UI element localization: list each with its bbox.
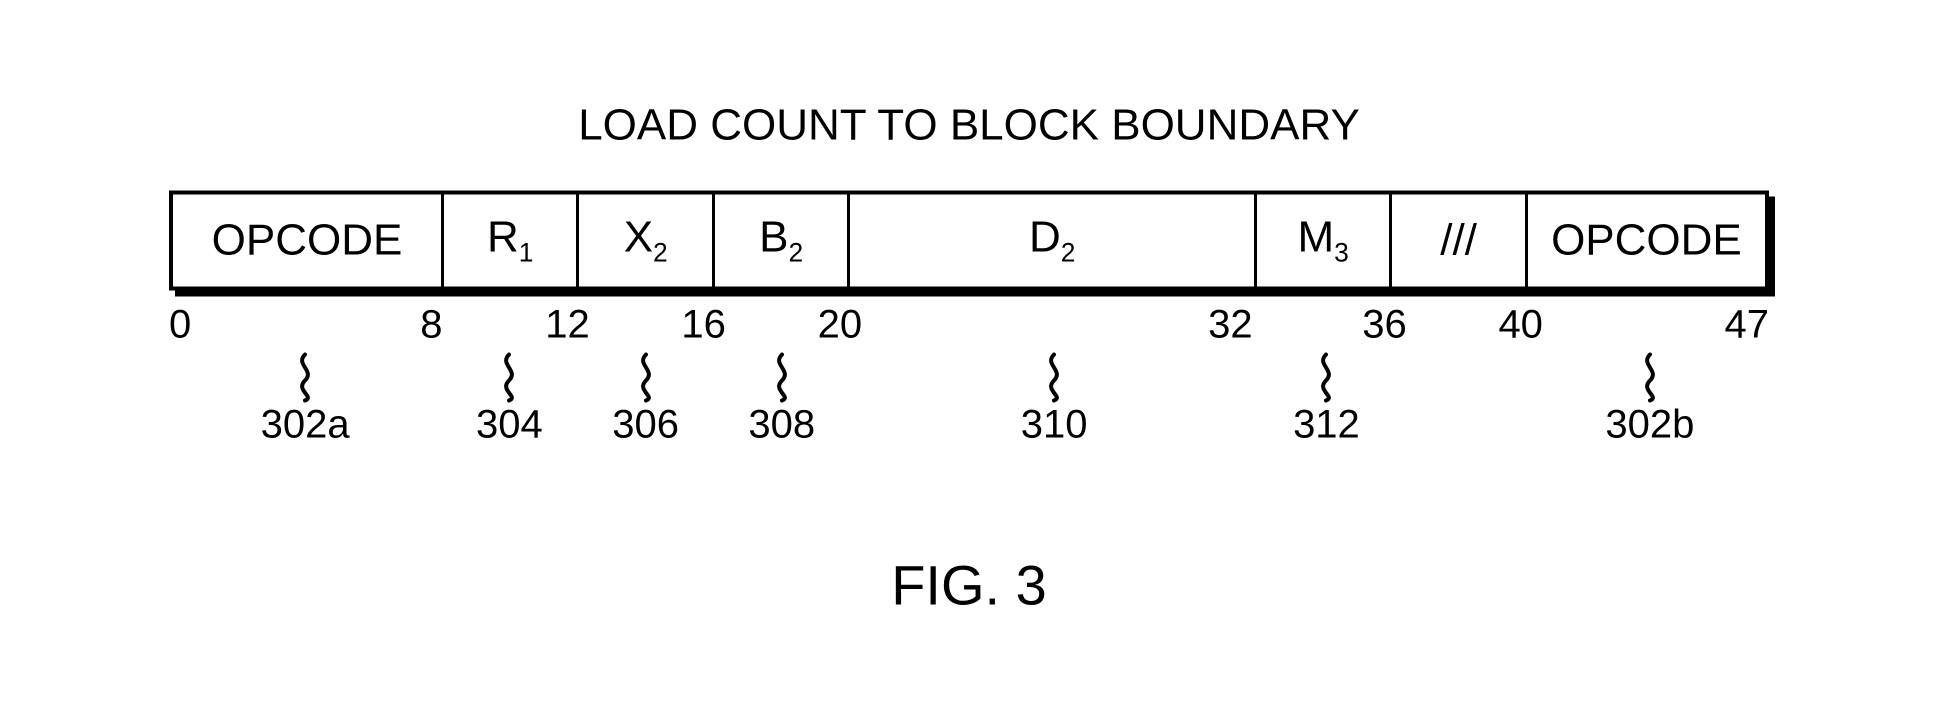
field-r1: R1 <box>444 194 579 286</box>
field-opcode: OPCODE <box>173 194 444 286</box>
diagram-title: LOAD COUNT TO BLOCK BOUNDARY <box>169 100 1769 150</box>
bit-label-16: 16 <box>681 302 726 347</box>
ref-306: 306 <box>612 402 679 447</box>
bit-positions: 0 8 12 16 20 32 36 40 47 <box>169 302 1769 352</box>
field-m3: M3 <box>1257 194 1392 286</box>
bit-label-36: 36 <box>1362 302 1407 347</box>
ref-308: 308 <box>748 402 815 447</box>
bit-label-40: 40 <box>1498 302 1543 347</box>
ref-310: 310 <box>1021 402 1088 447</box>
field-opcode: OPCODE <box>1528 194 1765 286</box>
field-b2: B2 <box>715 194 850 286</box>
bit-label-20: 20 <box>818 302 863 347</box>
figure-caption: FIG. 3 <box>169 552 1769 617</box>
ref-312: 312 <box>1293 402 1360 447</box>
ref-302b: 302b <box>1605 402 1694 447</box>
instruction-fields: OPCODER1X2B2D2M3///OPCODE <box>169 190 1769 290</box>
bit-label-8: 8 <box>420 302 442 347</box>
field-: /// <box>1392 194 1527 286</box>
field-x2: X2 <box>579 194 714 286</box>
bit-label-0: 0 <box>169 302 191 347</box>
bit-label-47: 47 <box>1725 302 1770 347</box>
field-d2: D2 <box>850 194 1256 286</box>
reference-numbers: 302a 304 306 308 310 312 302b <box>169 352 1769 472</box>
bit-label-12: 12 <box>545 302 590 347</box>
bit-label-32: 32 <box>1208 302 1253 347</box>
ref-302a: 302a <box>261 402 350 447</box>
ref-304: 304 <box>476 402 543 447</box>
diagram-container: 300 LOAD COUNT TO BLOCK BOUNDARY OPCODER… <box>169 100 1769 617</box>
